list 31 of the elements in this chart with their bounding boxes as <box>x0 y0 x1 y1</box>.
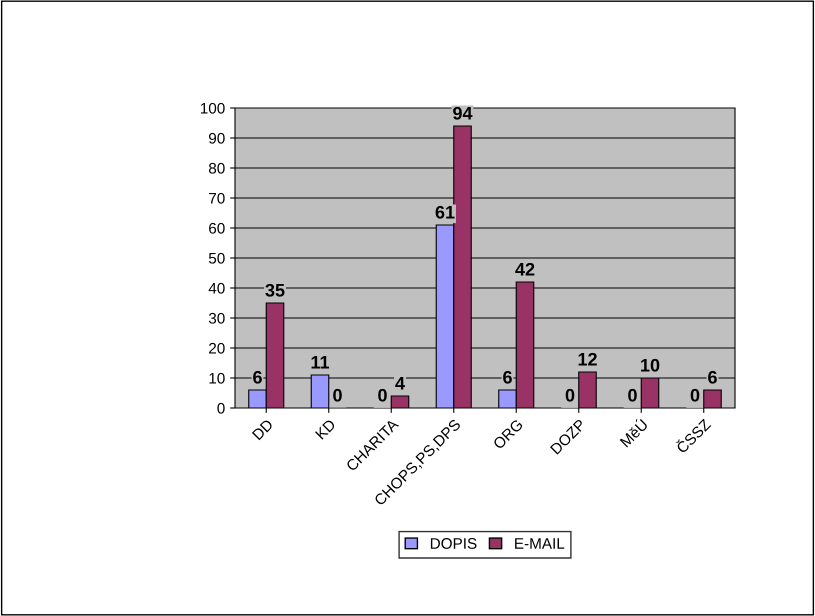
y-tick-label: 40 <box>208 282 225 294</box>
data-label: 0 <box>378 388 387 402</box>
data-label: 94 <box>453 106 472 120</box>
data-label: 42 <box>515 262 534 276</box>
data-label: 10 <box>641 358 660 372</box>
y-tick-label: 70 <box>209 192 225 204</box>
data-label: 0 <box>690 388 700 402</box>
data-label: 11 <box>312 356 330 368</box>
x-tick-label: KD <box>315 418 336 440</box>
x-tick-label: DD <box>252 418 274 440</box>
y-tick-label: 100 <box>200 102 225 114</box>
data-label: 0 <box>333 388 342 402</box>
y-tick-label: 0 <box>217 402 225 414</box>
y-tick-label: 60 <box>209 222 225 234</box>
y-tick-label: 10 <box>209 372 225 384</box>
y-tick-label: 90 <box>209 132 225 144</box>
legend-label: E-MAIL <box>515 538 564 549</box>
data-label: 12 <box>578 352 597 366</box>
data-label: 61 <box>436 206 455 219</box>
legend-label: DOPIS <box>430 538 476 549</box>
y-tick-label: 80 <box>208 162 225 174</box>
y-tick-label: 20 <box>209 342 225 354</box>
data-label: 4 <box>395 377 405 390</box>
data-label: 6 <box>253 370 262 384</box>
data-label: 0 <box>566 388 574 402</box>
data-label: 6 <box>503 370 512 384</box>
data-label: 6 <box>708 370 717 384</box>
data-label: 0 <box>628 388 637 402</box>
y-tick-label: 50 <box>208 252 225 264</box>
data-label: 35 <box>265 284 285 297</box>
y-tick-label: 30 <box>208 312 225 324</box>
